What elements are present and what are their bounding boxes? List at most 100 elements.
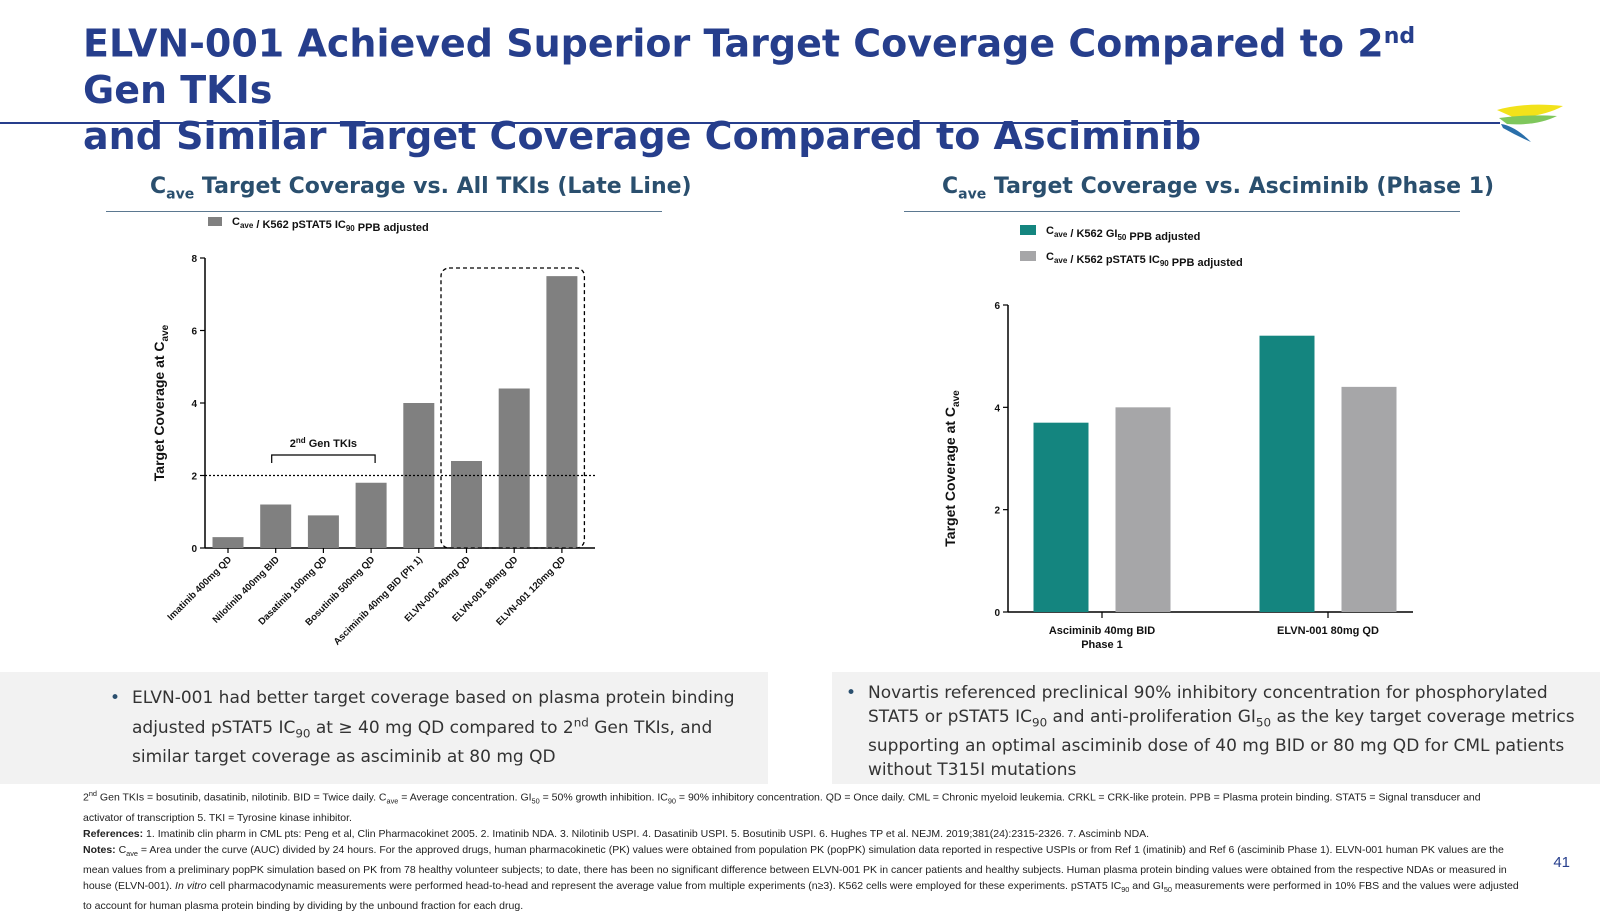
left-bar-chart: Cave / K562 pSTAT5 IC90 PPB adjusted 0 2 4 6…	[151, 216, 595, 648]
footer-notes-script: 50	[1163, 884, 1172, 894]
legend-label-part: / K562	[1067, 228, 1106, 240]
footer-line1-script: 90	[667, 796, 676, 806]
y-tick-label: 0	[994, 608, 1000, 619]
right-heading-rest: Target Coverage vs. Asciminib (Phase 1)	[986, 174, 1495, 199]
footnote-abbreviations: 2nd Gen TKIs = bosutinib, dasatinib, nil…	[83, 789, 1481, 824]
footer-line1-script: 50	[531, 796, 540, 806]
legend-label-part: C	[1046, 251, 1054, 263]
right-bullet-script: 90	[1032, 715, 1048, 730]
footnote-references: References: 1. Imatinib clin pharm in CM…	[83, 826, 1523, 842]
legend-label-part: IC	[1149, 254, 1160, 266]
title-line1-end: Gen TKIs	[83, 67, 273, 112]
left-bullet: • ELVN-001 had better target coverage ba…	[110, 686, 742, 769]
bar	[260, 504, 292, 548]
y-tick-label: 2	[994, 506, 1000, 517]
annotation-part: Gen TKIs	[306, 438, 357, 450]
y-tick-label: 4	[994, 403, 1000, 414]
bar	[307, 515, 339, 548]
bar	[212, 537, 244, 548]
right-bullet-box	[832, 672, 1600, 784]
left-bullet-box	[0, 672, 768, 784]
legend-label-sub: 90	[346, 224, 355, 233]
references-text: 1. Imatinib clin pharm in CML pts: Peng …	[143, 827, 1150, 840]
y-axis-label-part: Target Coverage at C	[942, 407, 958, 547]
footer-notes-script: ave	[126, 848, 139, 858]
left-bullet-text: ELVN-001 had better target coverage base…	[132, 688, 735, 768]
y-axis-label-sub: ave	[160, 324, 171, 341]
left-heading-c: C	[150, 174, 167, 199]
footer-notes-script: 90	[1121, 884, 1130, 894]
footer-line1-script: ave	[386, 796, 399, 806]
footer-notes-italic: In vitro	[175, 879, 207, 892]
left-chart-heading: Cave Target Coverage vs. All TKIs (Late …	[150, 174, 692, 202]
bar	[1341, 386, 1397, 612]
bracket-2nd-gen	[271, 454, 376, 463]
legend-label-part: PPB adjusted	[1126, 231, 1200, 243]
footer-line1-script: nd	[88, 789, 98, 798]
left-heading-rest: Target Coverage vs. All TKIs (Late Line)	[194, 174, 692, 199]
legend-label: Cave / K562 pSTAT5 IC90 PPB adjusted	[232, 216, 429, 234]
y-tick-label: 6	[994, 301, 1000, 312]
legend-label-part: C	[232, 216, 240, 228]
bar	[355, 482, 387, 548]
elvn-highlight-box	[440, 267, 586, 549]
title-sup: nd	[1383, 24, 1416, 49]
x-tick-label: Asciminib 40mg BID Phase 1	[1049, 625, 1155, 651]
bar	[451, 461, 482, 548]
legend-label-sub: ave	[1054, 256, 1068, 265]
x-tick-label-line: Phase 1	[1081, 639, 1123, 651]
x-tick-label-line: ELVN-001 80mg QD	[1277, 625, 1379, 637]
right-bullet-script: 50	[1255, 715, 1272, 730]
annotation-sup: nd	[296, 436, 306, 445]
right-heading-c: C	[942, 174, 959, 199]
legend-label-part: / K562 pSTAT5	[253, 219, 335, 231]
title-line2: and Similar Target Coverage Compared to …	[83, 113, 1202, 158]
legend-label-sub: ave	[1054, 230, 1068, 239]
x-tick-label-line: Asciminib 40mg BID	[1049, 625, 1155, 637]
y-tick-label: 2	[191, 472, 197, 483]
bar	[498, 388, 530, 548]
legend-label: Cave / K562 GI50 PPB adjusted	[1046, 225, 1200, 243]
y-axis-label: Target Coverage at Cave	[942, 390, 962, 547]
legend-label-part: PPB adjusted	[355, 222, 429, 234]
right-chart-heading: Cave Target Coverage vs. Asciminib (Phas…	[942, 174, 1494, 202]
legend-label-part: / K562 pSTAT5	[1067, 254, 1149, 266]
legend-swatch	[1020, 225, 1036, 235]
x-tick-label: ELVN-001 80mg QD	[1277, 625, 1379, 637]
y-axis-label-sub: ave	[951, 390, 962, 407]
legend-label-sub: 50	[1117, 233, 1126, 242]
left-bullet-dot: •	[110, 688, 121, 708]
y-axis-label-group: Target Coverage at Cave	[151, 324, 171, 481]
legend-label-part: C	[1046, 225, 1054, 237]
bar	[546, 276, 578, 548]
y-axis-label-part: Target Coverage at C	[151, 341, 167, 481]
x-tick-label: Asciminib 40mg BID (Ph 1)	[332, 554, 425, 647]
left-bullet-script: nd	[573, 715, 589, 729]
bar	[1115, 407, 1171, 612]
page-number: 41	[1553, 854, 1570, 871]
left-bullet-script: 90	[295, 726, 311, 741]
title-rule	[0, 122, 1500, 124]
legend-label-part: GI	[1106, 228, 1118, 240]
annotation-part: 2	[290, 438, 296, 450]
legend-swatch	[1020, 251, 1036, 261]
legend-label-part: PPB adjusted	[1169, 257, 1243, 269]
references-label: References:	[83, 827, 144, 840]
title-line1: ELVN-001 Achieved Superior Target Covera…	[83, 21, 1384, 66]
legend-label-part: IC	[335, 219, 346, 231]
y-axis-label-group: Target Coverage at Cave	[942, 390, 962, 547]
left-heading-sub: ave	[166, 186, 195, 203]
annotation-2nd-gen: 2nd Gen TKIs	[290, 436, 357, 450]
legend-label: Cave / K562 pSTAT5 IC90 PPB adjusted	[1046, 251, 1243, 269]
legend-label-sub: 90	[1160, 259, 1169, 268]
y-tick-label: 6	[191, 327, 197, 338]
left-heading-underline	[106, 211, 662, 212]
y-tick-label: 8	[191, 254, 197, 265]
y-tick-label: 0	[191, 544, 197, 555]
slide-title: ELVN-001 Achieved Superior Target Covera…	[83, 14, 1483, 159]
legend-swatch	[208, 217, 222, 226]
right-bullet-dot: •	[846, 683, 857, 703]
y-axis-label: Target Coverage at Cave	[151, 324, 171, 481]
right-bullet-text: Novartis referenced preclinical 90% inhi…	[868, 683, 1575, 781]
